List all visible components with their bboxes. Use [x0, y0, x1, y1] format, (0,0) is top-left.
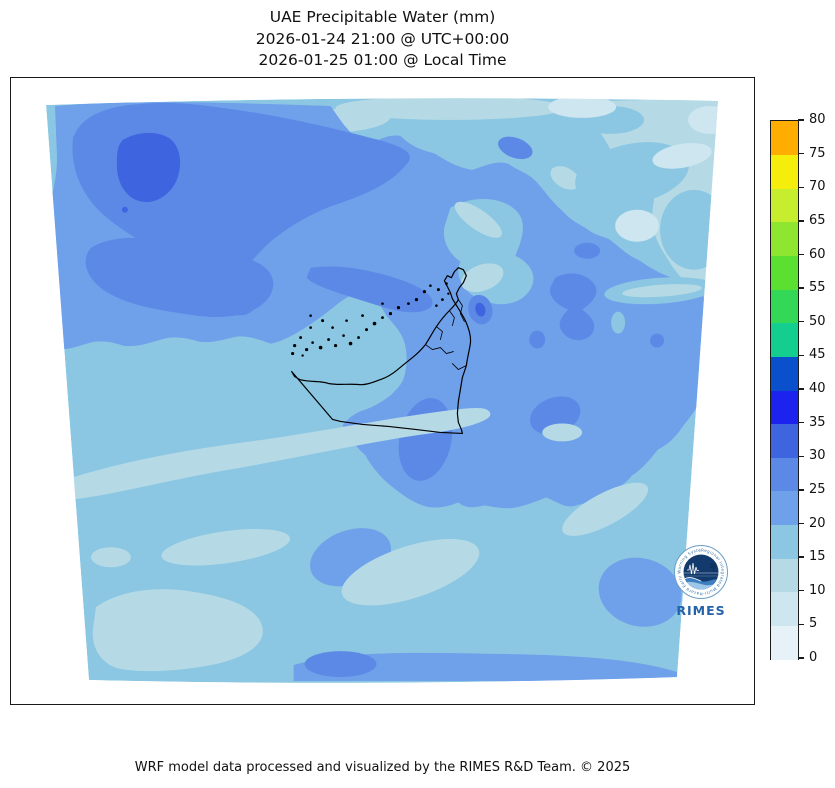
regions-5-10-pockets: [548, 98, 718, 242]
colorbar-segment-55-60: [771, 255, 798, 290]
colorbar-tick-label: 25: [809, 481, 826, 497]
colorbar-tick: [798, 623, 804, 626]
colorbar-segment-60-65: [771, 221, 798, 256]
regions-30-35: [116, 132, 486, 317]
colorbar-tick: [798, 421, 804, 424]
colorbar-tick-label: 20: [809, 515, 826, 531]
emirate-inner-borders: [425, 299, 467, 370]
colorbar-tick: [798, 522, 804, 525]
logo-wordmark: RIMES: [676, 603, 725, 618]
colorbar-tick-label: 70: [809, 179, 826, 195]
colorbar-segment-20-25: [771, 490, 798, 525]
colorbar-segment-15-20: [771, 524, 798, 559]
regions-10-15-pockets: [454, 201, 702, 298]
uae-border-outline: [291, 267, 472, 435]
colorbar-tick: [798, 321, 804, 323]
colorbar-tick-label: 10: [809, 582, 826, 598]
colorbar-tick: [798, 657, 804, 659]
plot-subtitle-local: 2026-01-25 01:00 @ Local Time: [258, 51, 507, 69]
colorbar-segment-50-55: [771, 289, 798, 324]
colorbar-tick: [798, 388, 804, 390]
colorbar-tick: [798, 455, 804, 457]
colorbar-tick-label: 40: [809, 380, 826, 396]
plot-title-block: UAE Precipitable Water (mm) 2026-01-24 2…: [10, 7, 755, 72]
precipitable-water-map: [46, 98, 718, 683]
colorbar-segment-10-15: [771, 558, 798, 593]
colorbar-segment-25-30: [771, 457, 798, 492]
region-20-25-bottom-strip: [293, 652, 678, 682]
colorbar-ticks: 0 5 10 15 20 25 30 35 40 45 50 55 60 65 70 75 80: [798, 112, 835, 665]
colorbar-segment-0-5: [771, 625, 798, 660]
region-25-30-second-mass: [85, 237, 274, 318]
colorbar-segment-65-70: [771, 188, 798, 223]
region-10-15-band: [72, 407, 491, 500]
colorbar-tick-label: 15: [809, 549, 826, 565]
colorbar-tick: [798, 287, 804, 289]
colorbar-tick: [798, 253, 804, 256]
island-dots: [291, 282, 450, 357]
colorbar-tick: [798, 186, 804, 188]
colorbar-tick-label: 5: [809, 616, 818, 632]
colorbar-segment-35-40: [771, 390, 798, 425]
regions-10-15-south: [72, 407, 649, 672]
colorbar-tick-label: 30: [809, 448, 826, 464]
colorbar-segment-70-75: [771, 154, 798, 189]
colorbar-tick: [798, 119, 804, 121]
colorbar-tick: [798, 152, 804, 155]
colorbar-tick-label: 65: [809, 212, 826, 228]
uae-coast-and-border: [291, 267, 472, 435]
rimes-logo: Regional Integrated Multi-Hazard Early W…: [667, 538, 733, 620]
rimes-logo-svg: Regional Integrated Multi-Hazard Early W…: [667, 538, 728, 618]
colorbar-tick: [798, 220, 804, 222]
colorbar-segment-45-50: [771, 322, 798, 357]
colorbar-tick-label: 75: [809, 145, 826, 161]
map-plot-area: Regional Integrated Multi-Hazard Early W…: [10, 77, 755, 705]
colorbar-tick-label: 45: [809, 347, 826, 363]
contour-field: [46, 98, 718, 683]
colorbar: [770, 120, 799, 660]
seismograph-icon: [687, 562, 699, 575]
colorbar-tick: [798, 354, 804, 357]
colorbar-tick: [798, 489, 804, 491]
colorbar-tick-label: 80: [809, 111, 826, 127]
colorbar-tick-label: 55: [809, 280, 826, 296]
plot-title: UAE Precipitable Water (mm): [269, 8, 496, 26]
palm-tree-icon: [709, 563, 717, 573]
colorbar-segment-30-35: [771, 423, 798, 458]
colorbar-tick: [798, 556, 804, 558]
colorbar-segment-75-80: [771, 121, 798, 156]
colorbar-tick: [798, 590, 804, 592]
colorbar-segment-5-10: [771, 591, 798, 626]
footer-credit: WRF model data processed and visualized …: [134, 760, 631, 775]
colorbar-segment-40-45: [771, 356, 798, 391]
colorbar-tick-label: 0: [809, 649, 818, 665]
colorbar-tick-label: 60: [809, 246, 826, 262]
plot-subtitle-utc: 2026-01-24 21:00 @ UTC+00:00: [255, 29, 510, 48]
region-30-35-core: [116, 132, 181, 203]
colorbar-tick-label: 35: [809, 414, 826, 430]
colorbar-tick-label: 50: [809, 313, 826, 329]
